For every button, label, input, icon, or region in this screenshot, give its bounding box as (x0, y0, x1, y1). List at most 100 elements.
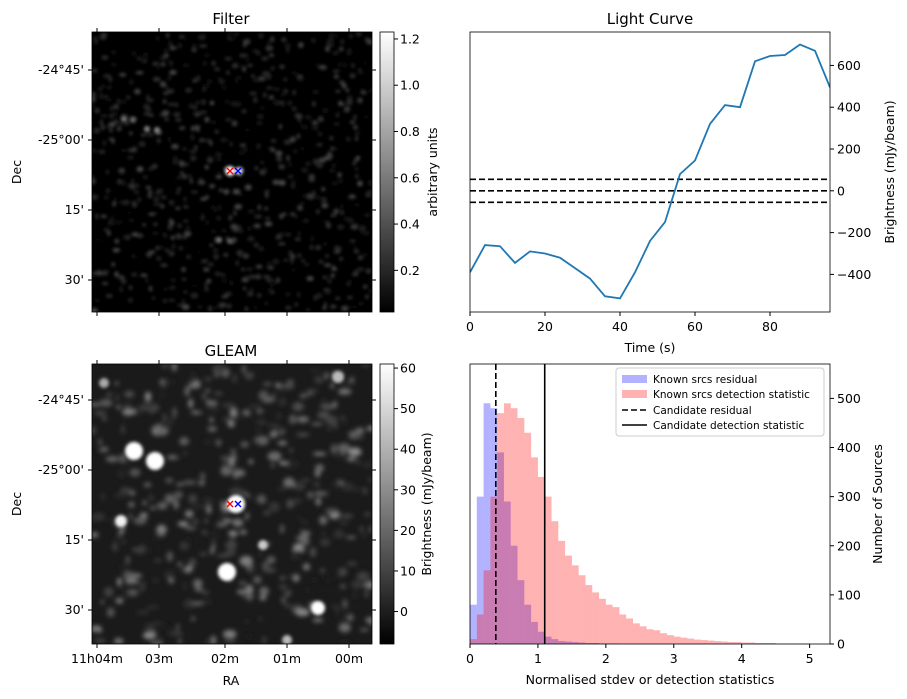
filter-y-tick-label: 15' (65, 202, 84, 217)
image-noise-speckle (240, 204, 244, 208)
image-noise-speckle (139, 403, 154, 411)
image-noise-speckle (298, 42, 304, 48)
image-noise-speckle (316, 209, 320, 214)
image-noise-speckle (294, 237, 301, 242)
image-noise-speckle (171, 143, 179, 150)
image-noise-speckle (353, 114, 357, 120)
image-noise-speckle (179, 437, 190, 446)
image-noise-speckle (183, 205, 189, 209)
image-noise-speckle (207, 154, 211, 160)
detection-histogram-bar (483, 570, 491, 644)
image-noise-speckle (279, 64, 285, 69)
image-noise-speckle (208, 400, 218, 407)
image-noise-speckle (142, 52, 149, 58)
image-noise-speckle (92, 307, 98, 312)
image-noise-speckle (333, 455, 346, 460)
image-noise-speckle (111, 542, 119, 552)
image-noise-speckle (152, 76, 161, 82)
detection-histogram-bar (599, 598, 606, 644)
image-noise-speckle (99, 446, 109, 452)
image-noise-speckle (279, 576, 286, 580)
image-noise-speckle (319, 404, 333, 409)
image-noise-speckle (239, 192, 242, 197)
image-noise-speckle (306, 391, 314, 396)
image-noise-speckle (176, 186, 182, 192)
image-noise-speckle (112, 536, 123, 542)
image-noise-speckle (190, 178, 193, 184)
detection-histogram-bar (694, 639, 701, 644)
detection-histogram-bar (755, 643, 763, 644)
image-noise-speckle (186, 601, 192, 610)
image-noise-speckle (164, 118, 169, 121)
image-noise-speckle (113, 638, 124, 644)
image-noise-speckle (346, 281, 351, 287)
histogram-y-tick-label: 300 (837, 489, 861, 504)
image-noise-speckle (128, 297, 133, 303)
histogram-x-tick-label: 3 (670, 651, 678, 666)
image-noise-speckle (221, 295, 229, 298)
image-noise-speckle (264, 221, 273, 227)
histogram-panel: 0 1 2 3 4 5 0 100 200 300 400 500 Normalised stdev… (466, 363, 885, 687)
image-noise-speckle (199, 177, 203, 184)
colorbar-tick-label: 20 (400, 523, 416, 538)
image-noise-speckle (333, 74, 339, 80)
image-noise-speckle (106, 222, 115, 226)
image-noise-speckle (220, 465, 233, 476)
image-noise-speckle (168, 74, 172, 81)
image-noise-speckle (205, 639, 209, 644)
light-curve-y-tick-label: 0 (837, 183, 845, 198)
image-noise-speckle (296, 416, 309, 423)
image-noise-speckle (296, 77, 305, 82)
image-noise-speckle (206, 219, 209, 226)
image-noise-speckle (354, 34, 363, 38)
image-noise-speckle (337, 480, 345, 486)
image-noise-speckle (148, 250, 156, 254)
image-noise-speckle (219, 302, 227, 308)
image-noise-speckle (187, 174, 192, 179)
image-noise-speckle (334, 34, 338, 37)
image-noise-speckle (202, 439, 215, 445)
image-noise-speckle (118, 167, 126, 174)
image-noise-speckle (103, 140, 106, 146)
image-noise-speckle (199, 44, 207, 48)
detection-histogram-bar (551, 521, 559, 644)
residual-histogram-bar (510, 545, 518, 644)
image-noise-speckle (171, 631, 184, 636)
image-noise-speckle (110, 107, 113, 111)
image-noise-speckle (160, 263, 168, 267)
residual-histogram-bar (585, 643, 593, 644)
image-noise-speckle (183, 230, 192, 237)
image-noise-speckle (249, 91, 257, 95)
detection-histogram-bar (728, 642, 735, 644)
image-noise-speckle (290, 258, 294, 264)
image-noise-speckle (167, 103, 176, 106)
image-noise-speckle (223, 629, 237, 639)
image-noise-speckle (129, 131, 133, 136)
image-noise-speckle (324, 296, 327, 299)
image-noise-speckle (279, 585, 288, 589)
filter-y-tick-label: -24°45' (38, 62, 84, 77)
image-noise-speckle (365, 589, 369, 598)
image-noise-speckle (237, 228, 244, 233)
image-noise-speckle (256, 51, 261, 56)
image-noise-speckle (347, 447, 362, 457)
image-noise-speckle (168, 220, 175, 226)
image-noise-speckle (168, 41, 173, 46)
image-noise-speckle (106, 392, 112, 397)
image-noise-speckle (121, 278, 127, 285)
image-noise-speckle (101, 55, 109, 60)
image-noise-speckle (222, 279, 227, 282)
image-noise-speckle (115, 381, 119, 386)
image-noise-speckle (142, 175, 149, 179)
histogram-y-axis-label: Number of Sources (870, 444, 885, 564)
image-noise-speckle (243, 128, 251, 132)
image-noise-speckle (201, 259, 207, 264)
image-noise-speckle (153, 202, 162, 206)
image-noise-speckle (167, 136, 172, 143)
gleam-x-axis-label: RA (223, 673, 240, 688)
image-noise-speckle (190, 292, 199, 299)
image-noise-speckle (190, 372, 197, 377)
light-curve-x-tick-label: 60 (687, 319, 703, 334)
image-noise-speckle (341, 103, 345, 106)
image-noise-speckle (232, 209, 236, 213)
